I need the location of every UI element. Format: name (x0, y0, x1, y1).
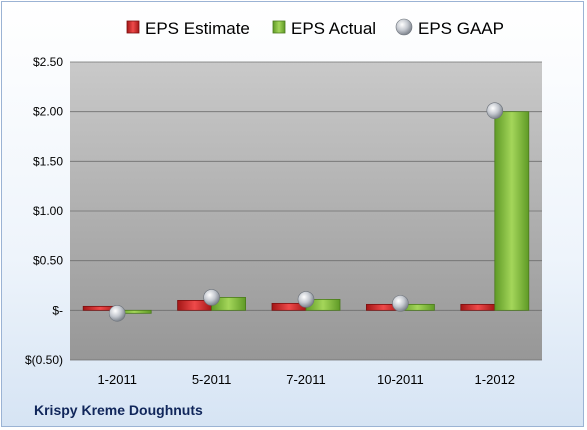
legend: EPS Estimate EPS Actual EPS GAAP (126, 18, 504, 38)
y-tick-label: $1.50 (33, 154, 63, 168)
y-tick-label: $1.00 (33, 204, 63, 218)
y-tick-label: $- (52, 303, 63, 317)
y-tick-label: $0.50 (33, 254, 63, 268)
y-tick-label: $2.00 (33, 105, 63, 119)
x-tick-label: 1-2012 (475, 372, 515, 387)
marker-eps-gaap-1-2012[interactable] (486, 102, 504, 119)
y-tick-label: $(0.50) (25, 353, 63, 367)
marker-eps-gaap-10-2011[interactable] (392, 295, 409, 312)
x-tick-label: 1-2011 (97, 372, 137, 387)
bar-eps-estimate-1-2012[interactable] (460, 303, 496, 311)
bar-eps-actual-1-2012[interactable] (494, 111, 530, 311)
marker-eps-gaap-7-2011[interactable] (297, 291, 315, 308)
company-footer: Krispy Kreme Doughnuts (34, 402, 203, 418)
gaap-markers (108, 102, 504, 322)
legend-label-eps-estimate: EPS Estimate (145, 19, 250, 38)
y-tick-label: $2.50 (33, 55, 63, 69)
x-tick-label: 5-2011 (192, 372, 232, 387)
marker-eps-gaap-1-2011[interactable] (108, 305, 126, 322)
y-axis-ticks: $(0.50) $- $0.50 $1.00 $1.50 $2.00 $2.50 (25, 55, 63, 367)
legend-label-eps-gaap: EPS GAAP (418, 19, 504, 38)
x-axis-labels: 1-2011 5-2011 7-2011 10-2011 1-2012 (97, 372, 515, 387)
marker-eps-gaap-5-2011[interactable] (203, 289, 220, 306)
x-tick-label: 7-2011 (286, 372, 326, 387)
legend-item-eps-gaap[interactable]: EPS GAAP (395, 18, 504, 38)
bars (82, 111, 530, 314)
legend-item-eps-actual[interactable]: EPS Actual (272, 19, 376, 38)
x-tick-label: 10-2011 (377, 372, 424, 387)
legend-label-eps-actual: EPS Actual (291, 19, 376, 38)
legend-item-eps-estimate[interactable]: EPS Estimate (126, 19, 250, 38)
